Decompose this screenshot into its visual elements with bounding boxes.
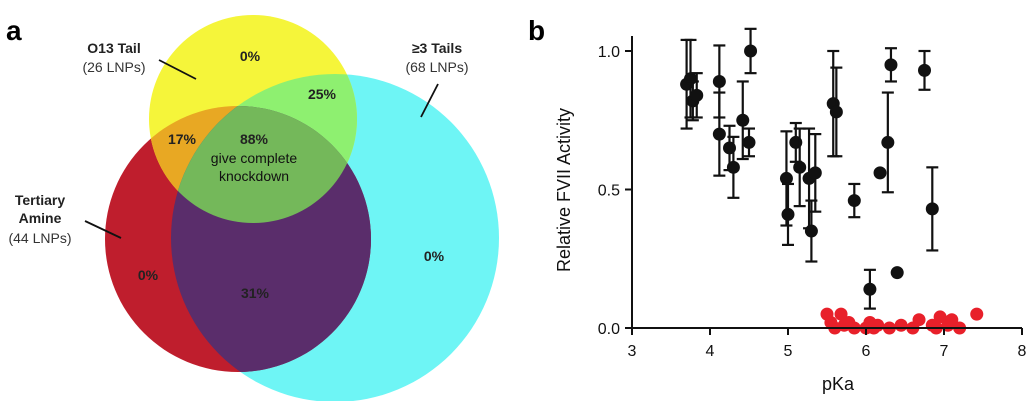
data-point-red	[834, 307, 848, 321]
data-point-red	[933, 310, 947, 324]
tails-leader-line	[420, 83, 439, 118]
x-tick-label: 6	[862, 343, 871, 360]
x-tick-label: 8	[1018, 343, 1027, 360]
plot-area	[680, 27, 984, 335]
tails-set-title: ≥3 Tails	[412, 40, 462, 56]
region-o13-only: 0%	[240, 48, 261, 64]
data-point-black	[863, 282, 877, 296]
center-note-line1: give complete	[211, 150, 298, 166]
y-axis-title: Relative FVII Activity	[554, 108, 574, 272]
data-point-red	[871, 318, 885, 332]
y-tick-label: 1.0	[598, 44, 620, 61]
venn-overlap-all	[171, 106, 357, 223]
center-note-line2: knockdown	[219, 168, 289, 184]
data-point-black	[925, 202, 939, 216]
venn-panel: a O13 Tail (26 LNPs) ≥3 Tails (68 LNPs) …	[6, 15, 499, 401]
x-axis-title: pKa	[822, 374, 855, 394]
region-amine-tails: 31%	[241, 285, 270, 301]
data-point-black	[690, 88, 704, 102]
scatter-panel: b 3 4 5 6 7 8 0.0 0.5 1.0 pKa Relative FVII Act…	[528, 15, 1027, 394]
data-point-black	[884, 58, 898, 72]
x-tick-label: 3	[628, 343, 637, 360]
x-tick-label: 5	[784, 343, 793, 360]
region-o13-amine: 17%	[168, 131, 197, 147]
y-tick-label: 0.5	[598, 183, 620, 200]
data-point-black	[918, 63, 931, 77]
o13-set-title: O13 Tail	[87, 40, 140, 56]
data-point-black	[829, 105, 843, 119]
panel-b-letter: b	[528, 15, 545, 46]
data-point-black	[736, 113, 750, 127]
data-point-black	[873, 166, 887, 180]
data-point-red	[970, 307, 984, 321]
x-tick-label: 7	[940, 343, 949, 360]
o13-leader-line	[158, 59, 197, 80]
y-tick-label: 0.0	[598, 321, 620, 338]
o13-set-count: (26 LNPs)	[82, 59, 145, 75]
data-point-black	[881, 135, 895, 149]
data-point-black	[744, 44, 758, 58]
region-o13-tails: 25%	[308, 86, 337, 102]
amine-set-title-line2: Amine	[19, 210, 62, 226]
data-point-black	[726, 160, 740, 174]
data-point-black	[793, 160, 807, 174]
amine-leader-line	[84, 220, 122, 239]
region-all-three: 88%	[240, 131, 269, 147]
amine-set-count: (44 LNPs)	[8, 230, 71, 246]
data-point-black	[847, 194, 861, 208]
data-point-black	[712, 74, 726, 88]
data-point-red	[912, 313, 926, 327]
x-tick-label: 4	[706, 343, 715, 360]
amine-set-title: Tertiary	[15, 192, 66, 208]
region-tails-only: 0%	[424, 248, 445, 264]
data-point-red	[945, 313, 959, 327]
y-ticks: 0.0 0.5 1.0	[598, 44, 632, 338]
data-point-black	[742, 135, 756, 149]
data-point-black	[779, 171, 793, 185]
data-point-black	[804, 224, 818, 238]
tails-set-count: (68 LNPs)	[405, 59, 468, 75]
data-point-red	[894, 318, 908, 332]
data-point-black	[712, 127, 726, 141]
data-point-black	[781, 207, 795, 221]
panel-a-letter: a	[6, 15, 22, 46]
data-point-black	[808, 166, 822, 180]
x-ticks: 3 4 5 6 7 8	[628, 328, 1027, 360]
region-amine-only: 0%	[138, 267, 159, 283]
data-point-black	[890, 266, 904, 280]
